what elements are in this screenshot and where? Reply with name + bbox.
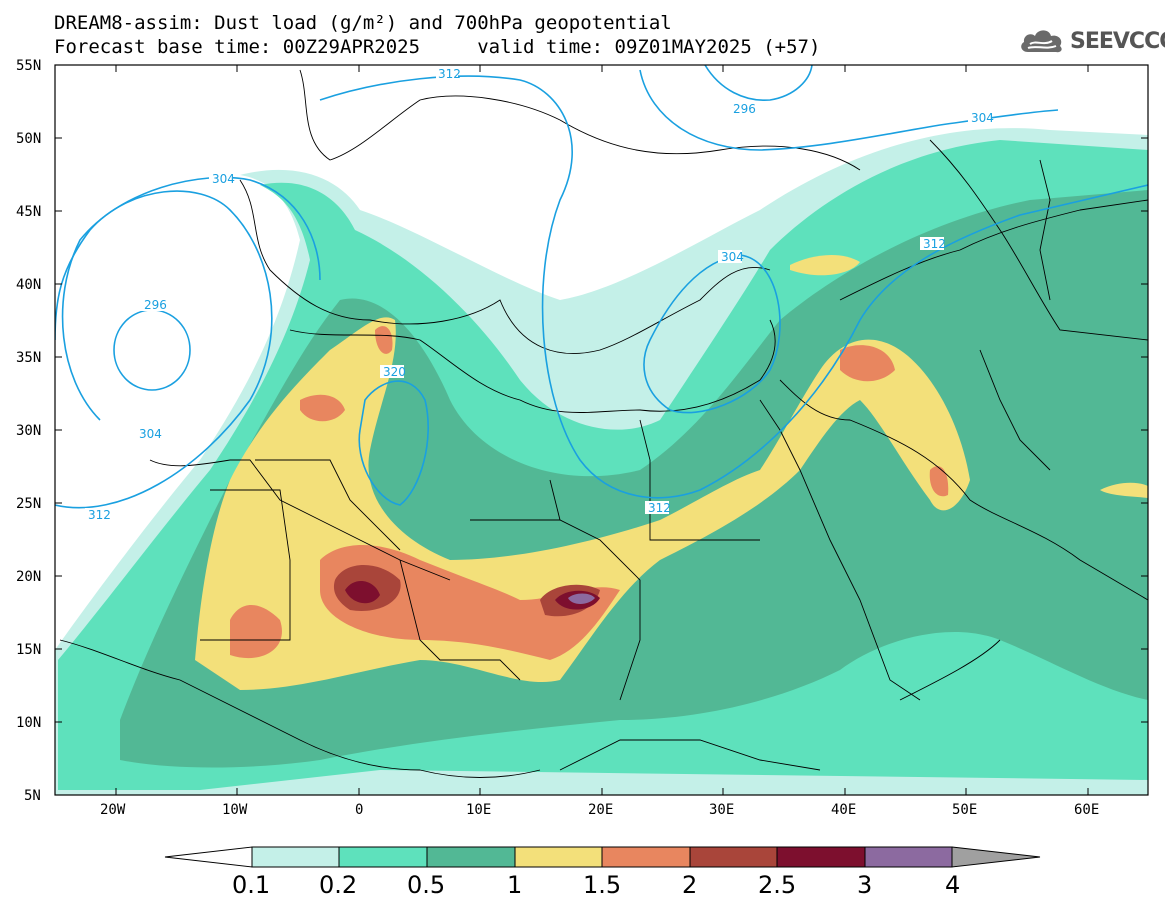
colorbar-cell: [776, 846, 866, 868]
colorbar-cell: [426, 846, 516, 868]
lon-tick-label: 60E: [1074, 802, 1099, 818]
lon-tick-label: 30E: [709, 802, 734, 818]
colorbar-label: 3: [857, 871, 872, 899]
brand-name: SEEVCCC: [1070, 28, 1165, 54]
colorbar-labels: 0.1 0.2 0.5 1 1.5 2 2.5 3 4: [232, 871, 960, 899]
lon-tick-label: 20E: [588, 802, 613, 818]
lon-tick-label: 40E: [831, 802, 856, 818]
map-subtitle: Forecast base time: 00Z29APR2025 valid t…: [54, 36, 821, 58]
dust-shade-1-east: [1100, 482, 1148, 498]
colorbar-label: 1: [507, 871, 522, 899]
svg-text:312: 312: [438, 67, 461, 81]
latitude-axis: [55, 64, 1148, 796]
colorbar-cell-below: [164, 846, 253, 868]
colorbar-label: 2: [682, 871, 697, 899]
svg-text:312: 312: [923, 237, 946, 251]
geopotential-contours: [55, 65, 1148, 509]
coastlines: [59, 69, 1148, 778]
lon-tick-label: 50E: [952, 802, 977, 818]
svg-text:296: 296: [144, 298, 167, 312]
lon-tick-label: 0: [355, 802, 363, 818]
longitude-axis: [115, 65, 1089, 795]
colorbar-cell: [338, 846, 428, 868]
colorbar-cell: [689, 846, 778, 868]
lat-tick-label: 35N: [16, 350, 41, 366]
map-title: DREAM8-assim: Dust load (g/m²) and 700hP…: [54, 12, 672, 34]
colorbar-label: 4: [945, 871, 960, 899]
brand-logo: SEEVCCC: [1018, 26, 1165, 56]
colorbar-label: 1.5: [583, 871, 621, 899]
colorbar-cell: [514, 846, 603, 868]
colorbar-cell: [864, 846, 953, 868]
svg-text:312: 312: [648, 501, 671, 515]
dust-shade-1.5: [230, 326, 949, 660]
lon-tick-label: 10W: [222, 802, 248, 818]
contour-labels: 312 304 296 320 304 312 304 312 296 304 …: [85, 67, 994, 522]
lat-tick-label: 50N: [16, 131, 41, 147]
lat-tick-label: 10N: [16, 715, 41, 731]
longitude-labels: 20W 10W 0 10E 20E 30E 40E 50E 60E: [100, 802, 1099, 818]
cloud-logo-icon: [1021, 30, 1062, 53]
lat-tick-label: 5N: [24, 788, 41, 804]
svg-text:304: 304: [971, 111, 994, 125]
lat-tick-label: 55N: [16, 58, 41, 74]
lat-tick-label: 40N: [16, 277, 41, 293]
svg-text:296: 296: [733, 102, 756, 116]
dust-shade-3: [568, 593, 595, 604]
colorbar-cell: [251, 846, 340, 868]
colorbar-cell: [601, 846, 691, 868]
svg-text:304: 304: [139, 427, 162, 441]
colorbar: [164, 846, 1041, 868]
svg-text:312: 312: [88, 508, 111, 522]
svg-text:320: 320: [383, 365, 406, 379]
dust-shade-2.5: [345, 580, 600, 610]
lon-tick-label: 10E: [466, 802, 491, 818]
lat-tick-label: 30N: [16, 423, 41, 439]
colorbar-label: 0.1: [232, 871, 270, 899]
colorbar-label: 0.5: [407, 871, 445, 899]
dust-shade-2: [333, 565, 600, 617]
colorbar-label: 2.5: [758, 871, 796, 899]
colorbar-cell-above: [951, 846, 1041, 868]
dust-shade-1-north: [790, 254, 860, 276]
lat-tick-label: 20N: [16, 569, 41, 585]
lat-tick-label: 15N: [16, 642, 41, 658]
lon-tick-label: 20W: [100, 802, 126, 818]
latitude-labels: 55N 50N 45N 40N 35N 30N 25N 20N 15N 10N …: [16, 58, 41, 804]
lat-tick-label: 25N: [16, 496, 41, 512]
svg-text:304: 304: [212, 172, 235, 186]
colorbar-label: 0.2: [319, 871, 357, 899]
lat-tick-label: 45N: [16, 204, 41, 220]
svg-text:304: 304: [721, 250, 744, 264]
